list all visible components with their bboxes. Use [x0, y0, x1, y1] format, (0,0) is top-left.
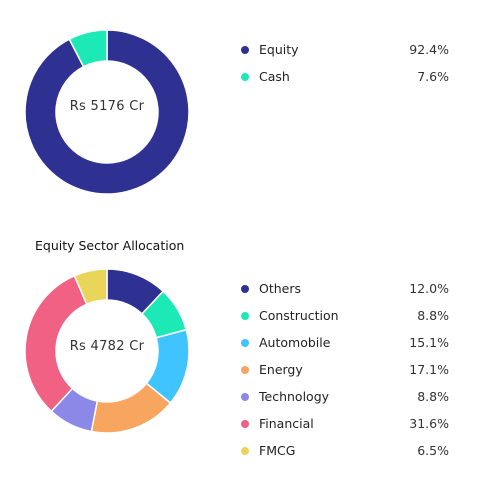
sector-allocation-legend: Others 12.0% Construction 8.8% Automobile 15.…	[241, 275, 449, 464]
legend-item-construction: Construction 8.8%	[241, 302, 449, 329]
legend-value: 7.6%	[417, 69, 449, 84]
legend-value: 8.8%	[417, 308, 449, 323]
donut-slice-equity	[24, 29, 190, 195]
legend-label: Cash	[259, 69, 290, 84]
equity-total-label: Rs 4782 Cr	[69, 339, 145, 354]
legend-item-others: Others 12.0%	[241, 275, 449, 302]
legend-dot-icon	[241, 284, 249, 293]
legend-item-automobile: Automobile 15.1%	[241, 329, 449, 356]
legend-label: FMCG	[259, 443, 296, 458]
legend-dot-icon	[241, 365, 249, 374]
asset-total-label: Rs 5176 Cr	[69, 99, 145, 114]
legend-label: Equity	[259, 42, 299, 57]
legend-label: Automobile	[259, 335, 331, 350]
legend-label: Technology	[259, 389, 330, 404]
legend-dot-icon	[241, 311, 249, 320]
legend-dot-icon	[241, 419, 249, 428]
legend-dot-icon	[241, 45, 249, 54]
legend-dot-icon	[241, 446, 249, 455]
legend-label: Energy	[259, 362, 303, 377]
legend-item-cash: Cash 7.6%	[241, 63, 449, 90]
legend-item-energy: Energy 17.1%	[241, 356, 449, 383]
legend-label: Construction	[259, 308, 339, 323]
legend-dot-icon	[241, 72, 249, 81]
legend-value: 15.1%	[409, 335, 449, 350]
legend-item-financial: Financial 31.6%	[241, 410, 449, 437]
legend-label: Financial	[259, 416, 314, 431]
asset-allocation-donut	[24, 29, 190, 195]
donut-slice-fmcg	[73, 268, 108, 306]
legend-value: 17.1%	[409, 362, 449, 377]
legend-label: Others	[259, 281, 302, 296]
sector-allocation-title: Equity Sector Allocation	[35, 238, 185, 253]
legend-value: 31.6%	[409, 416, 449, 431]
legend-value: 92.4%	[409, 42, 449, 57]
legend-dot-icon	[241, 392, 249, 401]
legend-value: 8.8%	[417, 389, 449, 404]
legend-dot-icon	[241, 338, 249, 347]
legend-item-equity: Equity 92.4%	[241, 36, 449, 63]
asset-allocation-legend: Equity 92.4% Cash 7.6%	[241, 36, 449, 90]
legend-value: 6.5%	[417, 443, 449, 458]
legend-item-fmcg: FMCG 6.5%	[241, 437, 449, 464]
sector-allocation-donut	[24, 268, 190, 434]
legend-value: 12.0%	[409, 281, 449, 296]
legend-item-technology: Technology 8.8%	[241, 383, 449, 410]
donut-slice-cash	[68, 29, 108, 68]
